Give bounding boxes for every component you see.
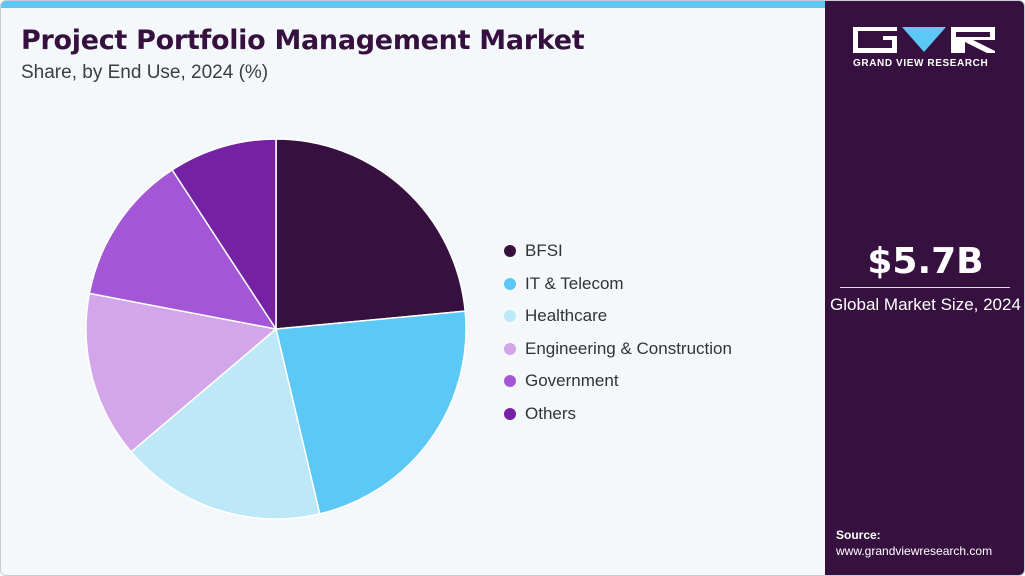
divider <box>840 287 1010 288</box>
source-label: Source: <box>836 528 881 542</box>
legend-label: Engineering & Construction <box>525 338 732 358</box>
pie-slice-healthcare <box>130 328 321 520</box>
brand-name: GRAND VIEW RESEARCH <box>853 58 989 69</box>
pie-slice-it-telecom <box>275 310 467 515</box>
market-size-caption: Global Market Size, 2024 <box>830 295 1021 314</box>
legend-item: BFSI <box>504 235 732 268</box>
market-size-value: $5.7B <box>867 241 984 282</box>
sidebar-panel: GRAND VIEW RESEARCH $5.7B Global Market … <box>825 1 1024 575</box>
legend-label: Healthcare <box>525 306 608 326</box>
chart-title: Project Portfolio Management Market <box>21 25 585 56</box>
legend-label: Others <box>525 403 577 423</box>
pie-chart <box>85 138 467 520</box>
legend-swatch <box>504 310 516 323</box>
legend-swatch <box>504 245 516 258</box>
legend-swatch <box>504 375 516 388</box>
pie-slice-bfsi <box>275 138 466 330</box>
pie-slice-others <box>171 138 277 330</box>
legend-swatch <box>504 342 516 355</box>
chart-subtitle: Share, by End Use, 2024 (%) <box>21 62 269 83</box>
legend-item: Healthcare <box>504 300 732 333</box>
legend-item: Government <box>504 365 732 398</box>
gvr-logo-icon <box>853 27 995 53</box>
pie-slice-government <box>88 169 277 330</box>
accent-bar <box>1 1 825 8</box>
legend-item: IT & Telecom <box>504 268 732 301</box>
legend-swatch <box>504 407 516 420</box>
legend-item: Engineering & Construction <box>504 333 732 366</box>
legend-label: BFSI <box>525 241 563 261</box>
legend-swatch <box>504 277 516 290</box>
pie-slice-engineering-construction <box>85 292 277 453</box>
source-url: www.grandviewresearch.com <box>836 544 993 558</box>
legend-label: IT & Telecom <box>525 273 624 293</box>
chart-legend: BFSI IT & Telecom Healthcare Engineering & … <box>504 235 732 430</box>
legend-label: Government <box>525 371 619 391</box>
legend-item: Others <box>504 398 732 431</box>
brand-logo: GRAND VIEW RESEARCH <box>853 27 998 69</box>
